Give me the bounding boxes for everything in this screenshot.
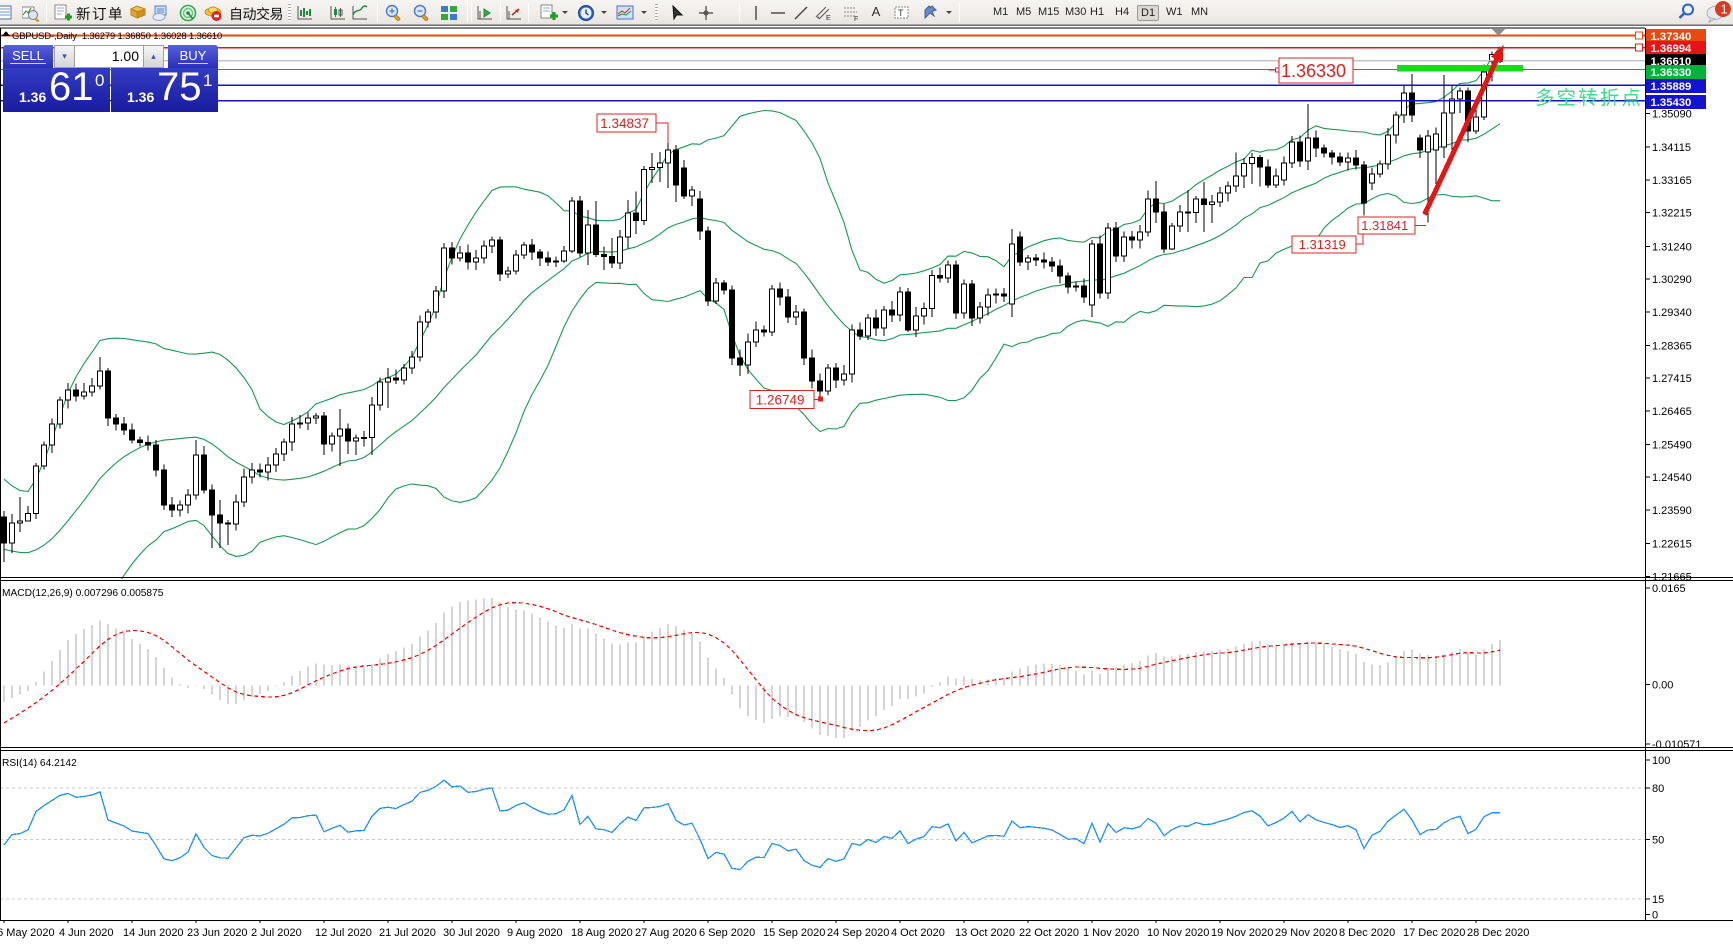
svg-text:1.28365: 1.28365 [1652, 340, 1692, 352]
svg-text:1.35889: 1.35889 [1651, 81, 1692, 93]
svg-text:4 Jun 2020: 4 Jun 2020 [59, 927, 113, 939]
svg-text:28 Dec 2020: 28 Dec 2020 [1467, 927, 1529, 939]
svg-text:100: 100 [1652, 755, 1670, 767]
svg-text:1.29340: 1.29340 [1652, 307, 1692, 319]
svg-text:19 Nov 2020: 19 Nov 2020 [1211, 927, 1273, 939]
svg-text:21 Jul 2020: 21 Jul 2020 [379, 927, 436, 939]
svg-text:1.35090: 1.35090 [1652, 109, 1692, 121]
svg-text:MACD(12,26,9) 0.007296 0.00587: MACD(12,26,9) 0.007296 0.005875 [2, 588, 164, 599]
svg-text:1.23590: 1.23590 [1652, 505, 1692, 517]
svg-text:1.32215: 1.32215 [1652, 208, 1692, 220]
svg-text:1.27415: 1.27415 [1652, 373, 1692, 385]
svg-text:1.30290: 1.30290 [1652, 274, 1692, 286]
svg-text:1.36330: 1.36330 [1651, 67, 1692, 79]
svg-text:80: 80 [1652, 783, 1664, 795]
svg-text:1 Nov 2020: 1 Nov 2020 [1083, 927, 1139, 939]
svg-text:8 Dec 2020: 8 Dec 2020 [1339, 927, 1395, 939]
svg-text:15 Sep 2020: 15 Sep 2020 [763, 927, 825, 939]
svg-text:T: T [898, 8, 904, 18]
svg-text:1.34115: 1.34115 [1652, 142, 1691, 154]
svg-text:27 Aug 2020: 27 Aug 2020 [635, 927, 697, 939]
svg-text:14 Jun 2020: 14 Jun 2020 [123, 927, 184, 939]
svg-text:1.35430: 1.35430 [1651, 97, 1692, 109]
svg-text:12 Jul 2020: 12 Jul 2020 [315, 927, 372, 939]
svg-text:1.24540: 1.24540 [1652, 472, 1692, 484]
svg-text:10 Nov 2020: 10 Nov 2020 [1147, 927, 1209, 939]
svg-text:15: 15 [1652, 894, 1664, 906]
svg-text:17 Dec 2020: 17 Dec 2020 [1403, 927, 1465, 939]
svg-text:1.33165: 1.33165 [1652, 175, 1692, 187]
svg-text:RSI(14) 64.2142: RSI(14) 64.2142 [2, 758, 77, 769]
svg-text:29 Nov 2020: 29 Nov 2020 [1275, 927, 1337, 939]
svg-text:23 Jun 2020: 23 Jun 2020 [187, 927, 248, 939]
svg-text:26 May 2020: 26 May 2020 [0, 927, 55, 939]
svg-text:0.00: 0.00 [1652, 680, 1673, 692]
svg-text:30 Jul 2020: 30 Jul 2020 [443, 927, 500, 939]
svg-text:9 Aug 2020: 9 Aug 2020 [507, 927, 563, 939]
svg-text:1.31841: 1.31841 [1361, 218, 1408, 233]
svg-text:18 Aug 2020: 18 Aug 2020 [571, 927, 633, 939]
svg-text:24 Sep 2020: 24 Sep 2020 [827, 927, 889, 939]
svg-text:F: F [854, 16, 858, 22]
svg-text:2 Jul 2020: 2 Jul 2020 [251, 927, 302, 939]
svg-text:1.36330: 1.36330 [1281, 61, 1346, 81]
svg-text:GBPUSD-,Daily 1.36279 1.36850: GBPUSD-,Daily 1.36279 1.36850 1.36028 1.… [12, 30, 222, 41]
svg-text:1.22615: 1.22615 [1652, 539, 1692, 551]
svg-text:1: 1 [1721, 2, 1728, 17]
svg-text:1.31240: 1.31240 [1652, 241, 1692, 253]
svg-text:1.25490: 1.25490 [1652, 439, 1692, 451]
svg-text:1.21665: 1.21665 [1652, 571, 1692, 583]
svg-text:1.31319: 1.31319 [1299, 237, 1346, 252]
svg-text:1.26749: 1.26749 [756, 392, 805, 407]
svg-text:13 Oct 2020: 13 Oct 2020 [955, 927, 1015, 939]
svg-text:-0.010571: -0.010571 [1652, 739, 1702, 751]
svg-text:6 Sep 2020: 6 Sep 2020 [699, 927, 755, 939]
svg-text:1.26465: 1.26465 [1652, 406, 1692, 418]
svg-text:22 Oct 2020: 22 Oct 2020 [1019, 927, 1079, 939]
svg-text:0: 0 [1652, 910, 1658, 922]
svg-text:1.34837: 1.34837 [600, 116, 649, 131]
svg-text:1.36994: 1.36994 [1651, 43, 1693, 55]
svg-text:4 Oct 2020: 4 Oct 2020 [891, 927, 945, 939]
svg-text:1.37340: 1.37340 [1651, 31, 1692, 43]
svg-text:0.0165: 0.0165 [1652, 583, 1686, 595]
svg-text:E: E [826, 15, 831, 22]
svg-text:50: 50 [1652, 834, 1664, 846]
